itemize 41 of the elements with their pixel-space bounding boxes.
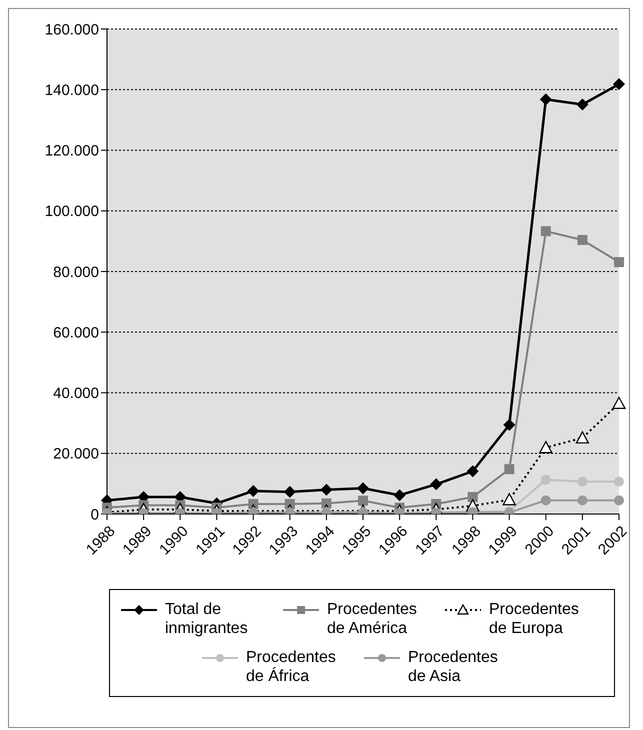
point (614, 495, 624, 506)
y-tick-label: 160.000 (44, 21, 99, 38)
point (502, 493, 516, 506)
point (468, 492, 478, 502)
legend-label: Procedentes de África (246, 648, 337, 686)
point (577, 234, 588, 245)
point (357, 482, 369, 494)
legend-label: Procedentes de Europa (489, 600, 580, 638)
point (576, 98, 588, 110)
y-tick-label: 60.000 (53, 324, 99, 342)
point (284, 486, 296, 498)
y-tick-label: 120.000 (44, 142, 99, 160)
point (466, 465, 479, 478)
y-tick-label: 40.000 (53, 385, 99, 402)
legend-label: Procedentes de Asia (408, 648, 499, 686)
legend-label: Total de inmigrantes (165, 600, 249, 638)
point (540, 474, 551, 485)
point (613, 78, 625, 90)
point (430, 478, 442, 490)
point (614, 476, 624, 487)
point (540, 93, 552, 106)
y-tick-label: 0 (90, 506, 99, 524)
point (614, 257, 624, 268)
point (577, 495, 588, 506)
y-tick-label: 140.000 (44, 82, 99, 99)
point (247, 484, 260, 497)
point (504, 464, 514, 474)
point (612, 396, 626, 409)
point (394, 489, 406, 502)
point (503, 418, 516, 431)
point (540, 226, 551, 236)
legend-label: Procedentes de América (327, 600, 418, 638)
point (540, 495, 551, 506)
point (577, 476, 588, 487)
point (576, 431, 590, 444)
point (539, 441, 552, 454)
point (358, 496, 368, 506)
y-tick-label: 100.000 (44, 203, 99, 220)
y-tick-label: 80.000 (53, 264, 99, 281)
point (320, 484, 332, 496)
y-tick-label: 20.000 (53, 446, 99, 463)
